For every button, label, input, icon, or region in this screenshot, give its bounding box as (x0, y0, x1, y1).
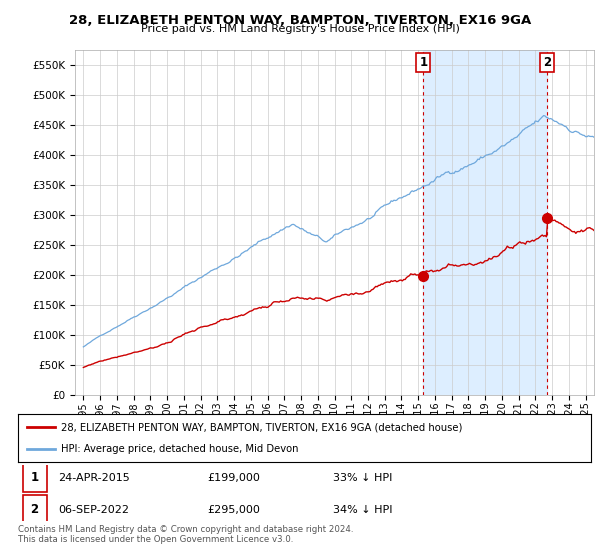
Bar (424, 50, 547, 395)
Bar (23, 495, 47, 524)
Text: 33% ↓ HPI: 33% ↓ HPI (333, 473, 392, 483)
Text: 34% ↓ HPI: 34% ↓ HPI (333, 505, 392, 515)
Text: 06-SEP-2022: 06-SEP-2022 (58, 505, 129, 515)
Text: £295,000: £295,000 (207, 505, 260, 515)
Text: 1: 1 (31, 471, 38, 484)
Text: 28, ELIZABETH PENTON WAY, BAMPTON, TIVERTON, EX16 9GA: 28, ELIZABETH PENTON WAY, BAMPTON, TIVER… (69, 14, 531, 27)
Text: Price paid vs. HM Land Registry's House Price Index (HPI): Price paid vs. HM Land Registry's House … (140, 24, 460, 34)
Text: 1: 1 (419, 56, 427, 69)
Text: 24-APR-2015: 24-APR-2015 (58, 473, 130, 483)
Text: Contains HM Land Registry data © Crown copyright and database right 2024.
This d: Contains HM Land Registry data © Crown c… (18, 525, 353, 544)
Text: HPI: Average price, detached house, Mid Devon: HPI: Average price, detached house, Mid … (61, 444, 298, 454)
Text: 28, ELIZABETH PENTON WAY, BAMPTON, TIVERTON, EX16 9GA (detached house): 28, ELIZABETH PENTON WAY, BAMPTON, TIVER… (61, 422, 463, 432)
Text: £199,000: £199,000 (207, 473, 260, 483)
Text: 2: 2 (543, 56, 551, 69)
Text: 2: 2 (31, 503, 38, 516)
Bar (23, 463, 47, 492)
